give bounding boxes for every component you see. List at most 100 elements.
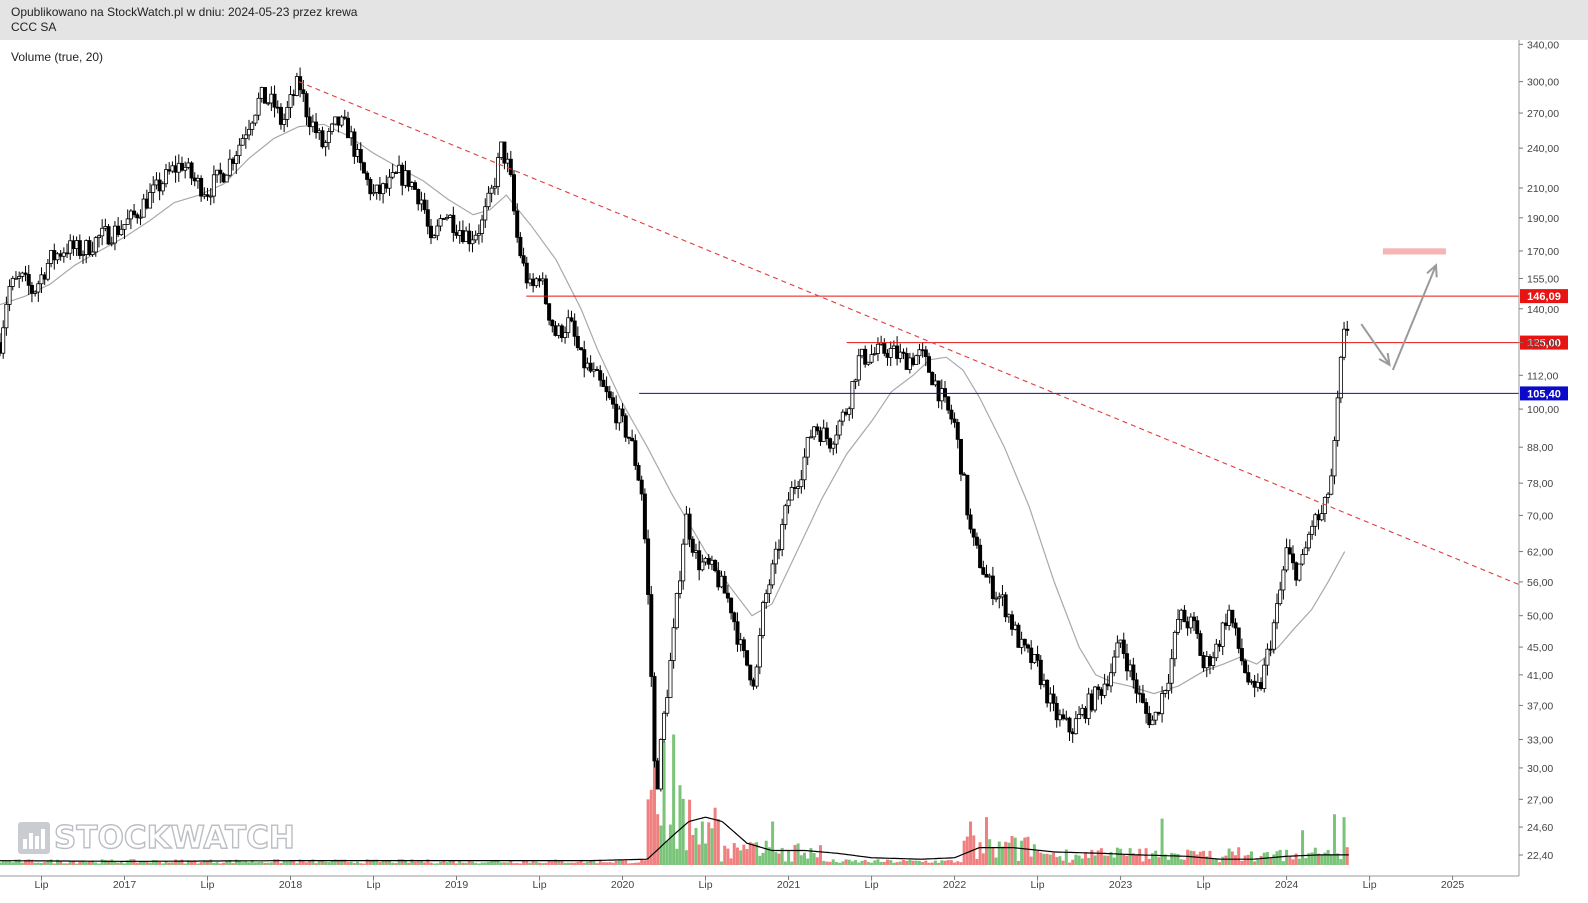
x-tick-label: 2024	[1275, 879, 1299, 890]
volume-bar-down	[621, 860, 625, 865]
candle-up	[243, 134, 248, 139]
volume-bar-up	[241, 862, 245, 865]
volume-bar-up	[841, 861, 845, 865]
target-zone	[1382, 248, 1446, 255]
candle-down	[365, 172, 370, 180]
volume-bar-down	[1004, 841, 1008, 865]
candle-down	[626, 436, 631, 439]
volume-bar-down	[1096, 850, 1100, 865]
candle-down	[1061, 714, 1066, 719]
candle-up	[13, 277, 18, 280]
candle-up	[390, 172, 395, 178]
volume-bar-down	[691, 834, 695, 865]
candle-down	[413, 182, 418, 190]
volume-bar-up	[1150, 853, 1154, 865]
candle-up	[856, 355, 861, 381]
candle-up	[208, 195, 213, 198]
y-tick-label: 300,00	[1527, 77, 1559, 89]
y-tick-label: 240,00	[1527, 143, 1559, 155]
volume-bar-down	[949, 860, 953, 865]
candle-up	[164, 169, 169, 185]
volume-bar-down	[1029, 856, 1033, 865]
volume-bar-up	[767, 847, 771, 865]
volume-bar-down	[378, 862, 382, 865]
candle-up	[1329, 475, 1334, 495]
volume-bar-down	[1061, 860, 1065, 865]
candle-down	[441, 218, 446, 220]
volume-bar-up	[474, 862, 478, 865]
candle-up	[492, 186, 497, 189]
volume-bar-down	[1218, 862, 1222, 865]
volume-bar-up	[247, 862, 251, 865]
volume-bar-up	[138, 861, 142, 865]
volume-bar-down	[553, 859, 557, 865]
candle-down	[1054, 702, 1059, 721]
candle-up	[269, 93, 274, 104]
volume-bar-up	[1, 860, 5, 865]
candle-up	[419, 199, 424, 205]
volume-bar-down	[981, 853, 985, 865]
candle-up	[119, 228, 124, 236]
volume-bar-down	[407, 862, 411, 865]
volume-bar-up	[834, 861, 838, 865]
volume-bar-down	[52, 863, 56, 865]
candle-up	[55, 253, 60, 261]
volume-bar-down	[135, 862, 139, 865]
volume-bar-down	[218, 863, 222, 865]
volume-bar-up	[1313, 847, 1317, 865]
volume-bar-up	[8, 860, 12, 865]
y-tick-label: 33,00	[1527, 735, 1553, 747]
volume-bar-up	[1064, 849, 1068, 865]
volume-bar-up	[340, 859, 344, 865]
volume-bar-down	[748, 842, 752, 865]
volume-bar-up	[282, 860, 286, 865]
volume-bar-up	[1007, 842, 1011, 865]
volume-bar-up	[375, 859, 379, 865]
volume-bar-down	[1141, 861, 1145, 865]
candle-up	[476, 233, 481, 236]
y-axis: 340,00 300,00 270,00 240,00 210,00 190,00 170,…	[1518, 40, 1559, 876]
volume-bar-down	[394, 863, 398, 865]
candle-down	[722, 575, 727, 594]
candle-down	[1246, 672, 1251, 683]
volume-bar-up	[432, 863, 436, 865]
candle-down	[936, 380, 941, 402]
candle-down	[792, 487, 797, 489]
candle-down	[1035, 654, 1040, 661]
candle-down	[1259, 681, 1264, 689]
volume-bar-up	[1326, 849, 1330, 865]
candle-down	[942, 388, 947, 398]
candle-up	[1176, 619, 1181, 633]
volume-bar-down	[158, 861, 162, 865]
volume-bar-up	[1032, 844, 1036, 865]
volume-bar-up	[617, 860, 621, 865]
volume-bar-up	[470, 861, 474, 865]
volume-bar-down	[1071, 859, 1075, 865]
candle-down	[1195, 620, 1200, 635]
volume-bar-up	[164, 860, 168, 865]
candle-up	[259, 87, 264, 99]
candle-up	[381, 183, 386, 195]
volume-bar-up	[1249, 851, 1253, 865]
volume-bar-down	[24, 859, 28, 865]
volume-bar-down	[965, 836, 969, 865]
volume-bar-down	[863, 859, 867, 865]
candle-down	[990, 575, 995, 599]
candle-up	[195, 177, 200, 182]
candle-down	[958, 438, 963, 475]
volume-bar-down	[531, 860, 535, 865]
candle-down	[1290, 553, 1295, 564]
candle-down	[29, 284, 34, 294]
candle-up	[186, 162, 191, 168]
candle-up	[489, 187, 494, 194]
volume-bar-up	[1119, 848, 1123, 865]
volume-bar-up	[186, 860, 190, 865]
candle-up	[103, 226, 108, 229]
candle-up	[112, 225, 117, 244]
candle-down	[646, 538, 651, 595]
volume-bar-up	[585, 861, 589, 865]
candle-down	[1010, 614, 1015, 630]
volume-bar-down	[27, 859, 31, 865]
volume-bar-up	[177, 860, 181, 865]
candle-down	[291, 94, 296, 97]
